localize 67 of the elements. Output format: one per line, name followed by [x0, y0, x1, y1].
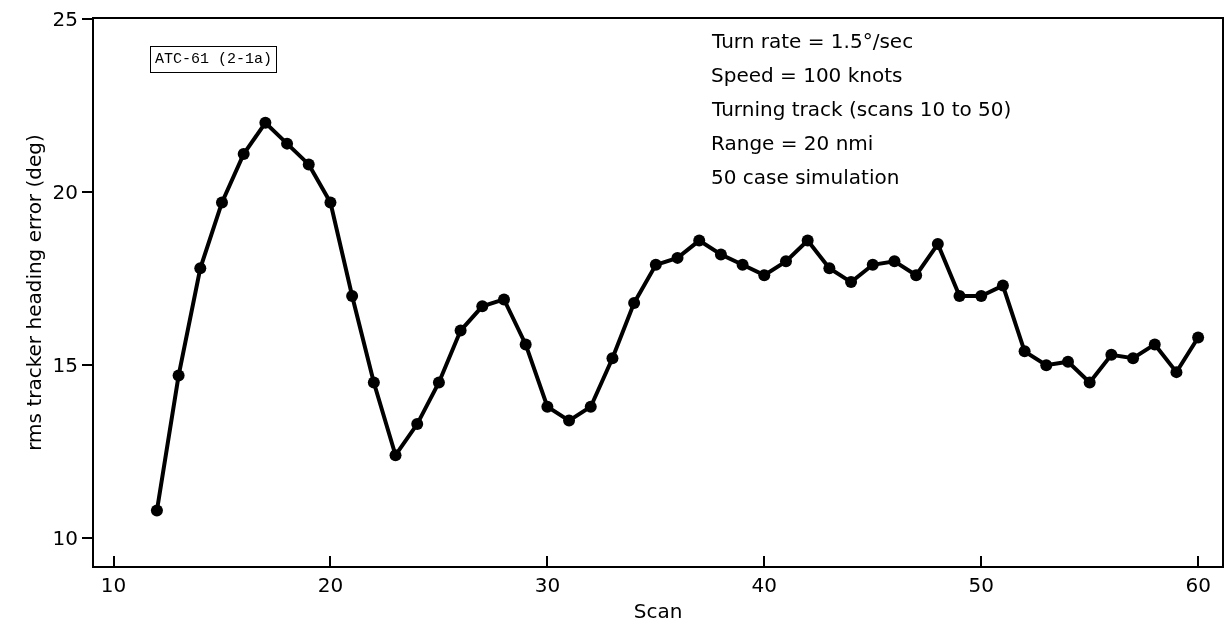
point [237, 148, 250, 161]
point [1061, 355, 1074, 368]
point [1040, 359, 1053, 372]
point [975, 289, 988, 302]
point [302, 158, 315, 171]
x-tick-label: 50 [968, 573, 994, 597]
point [215, 196, 228, 209]
point [1170, 366, 1183, 379]
point [888, 255, 901, 268]
point [1148, 338, 1161, 351]
point [389, 449, 402, 462]
annotation: Range = 20 nmi [711, 131, 874, 155]
annotation: Turn rate = 1.5°/sec [711, 29, 914, 53]
point [801, 234, 814, 247]
point [346, 289, 359, 302]
point [454, 324, 467, 337]
point [628, 296, 641, 309]
point [194, 262, 207, 275]
y-tick-label: 15 [52, 353, 78, 378]
point [584, 400, 597, 413]
point [1083, 376, 1096, 389]
point [476, 300, 489, 313]
point [324, 196, 337, 209]
point [1127, 352, 1140, 365]
x-tick-label: 30 [534, 573, 561, 597]
point [497, 293, 510, 306]
point [259, 116, 272, 129]
point [281, 137, 294, 150]
point [563, 414, 576, 427]
annotation: ATC-61 (2-1a) [155, 51, 273, 68]
point [411, 418, 424, 431]
point [367, 376, 380, 389]
point [1018, 345, 1031, 358]
y-tick-label: 25 [52, 7, 78, 31]
point [541, 400, 554, 413]
point [823, 262, 836, 275]
point [1105, 348, 1118, 361]
annotation: 50 case simulation [711, 165, 900, 189]
point [866, 258, 879, 271]
point [1192, 331, 1205, 344]
point [432, 376, 445, 389]
point [736, 258, 749, 271]
point [779, 255, 792, 268]
x-tick-label: 20 [317, 573, 344, 597]
x-tick-label: 60 [1185, 573, 1211, 597]
point [758, 269, 771, 282]
point [996, 279, 1009, 292]
x-tick-label: 10 [100, 573, 127, 597]
point [845, 276, 858, 289]
point [150, 504, 163, 517]
point [606, 352, 619, 365]
point [931, 238, 944, 251]
x-axis-title: Scan [633, 599, 683, 623]
y-axis-title: rms tracker heading error (deg) [21, 134, 46, 451]
point [519, 338, 532, 351]
point [671, 251, 684, 264]
y-tick-label: 20 [52, 180, 78, 205]
point [714, 248, 727, 261]
point [910, 269, 923, 282]
point [953, 289, 966, 302]
annotation: Speed = 100 knots [711, 63, 903, 87]
point [693, 234, 706, 247]
x-tick-label: 40 [751, 573, 778, 597]
annotation: Turning track (scans 10 to 50) [711, 97, 1012, 121]
y-tick-label: 10 [52, 526, 78, 551]
point [172, 369, 185, 382]
point [649, 258, 662, 271]
